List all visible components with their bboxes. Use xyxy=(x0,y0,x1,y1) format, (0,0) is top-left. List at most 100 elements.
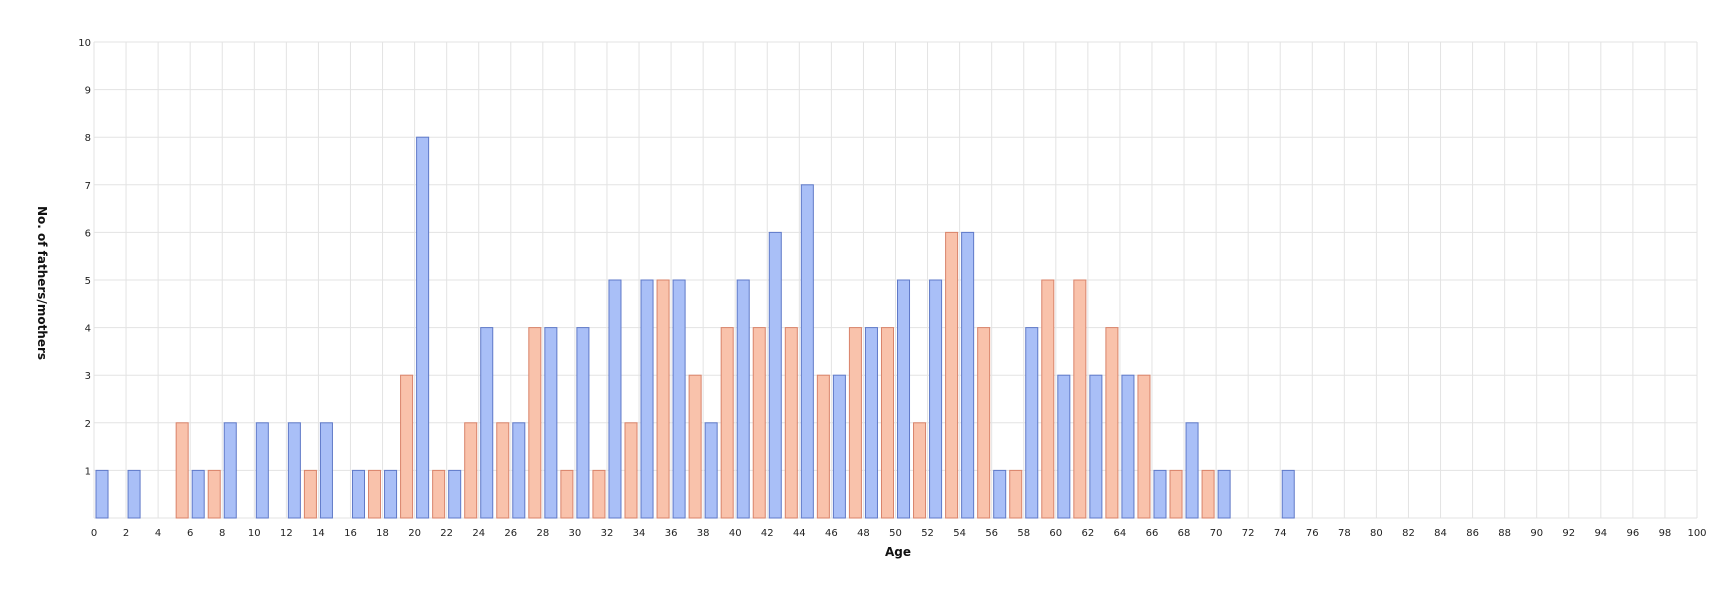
x-tick-label: 36 xyxy=(665,528,678,539)
x-tick-label: 8 xyxy=(219,528,225,539)
orange-bar xyxy=(432,469,446,519)
blue-bar xyxy=(1025,327,1039,519)
x-tick-label: 38 xyxy=(697,528,710,539)
x-tick-label: 94 xyxy=(1594,528,1607,539)
orange-bar xyxy=(528,327,542,519)
x-tick-label: 60 xyxy=(1049,528,1062,539)
orange-bar xyxy=(592,469,606,519)
orange-bar xyxy=(913,422,927,519)
x-tick-label: 74 xyxy=(1274,528,1287,539)
x-tick-label: 80 xyxy=(1370,528,1383,539)
x-tick-label: 44 xyxy=(793,528,806,539)
blue-bar xyxy=(287,422,301,519)
x-tick-label: 68 xyxy=(1178,528,1191,539)
x-tick-label: 4 xyxy=(155,528,161,539)
y-tick-label: 1 xyxy=(85,466,91,477)
orange-bar xyxy=(688,374,702,519)
blue-bar xyxy=(191,469,205,519)
blue-bar xyxy=(1153,469,1167,519)
y-tick-label: 6 xyxy=(85,228,91,239)
x-tick-label: 34 xyxy=(633,528,646,539)
x-tick-label: 46 xyxy=(825,528,838,539)
orange-bar xyxy=(1201,469,1215,519)
y-tick-label: 10 xyxy=(78,38,91,49)
blue-bar xyxy=(255,422,269,519)
orange-bar xyxy=(400,374,414,519)
x-tick-label: 58 xyxy=(1017,528,1030,539)
x-tick-label: 6 xyxy=(187,528,193,539)
orange-bar xyxy=(752,327,766,519)
orange-bar xyxy=(175,422,189,519)
blue-bar xyxy=(480,327,494,519)
y-tick-label: 5 xyxy=(85,276,91,287)
bars xyxy=(95,136,1295,519)
y-tick-label: 2 xyxy=(85,419,91,430)
x-tick-label: 2 xyxy=(123,528,129,539)
y-tick-label: 7 xyxy=(85,181,91,192)
x-tick-label: 30 xyxy=(569,528,582,539)
tick-labels: 0 2 4 6 8 10 12 14 16 18 20 22 24 26 28 30 32 34 36 38 40 42 4… xyxy=(78,38,1706,539)
blue-bar xyxy=(1281,469,1295,519)
x-tick-label: 22 xyxy=(440,528,453,539)
blue-bar xyxy=(800,184,814,519)
blue-bar xyxy=(512,422,526,519)
grid xyxy=(93,41,1698,519)
blue-bar xyxy=(929,279,943,519)
x-tick-label: 96 xyxy=(1627,528,1640,539)
x-tick-label: 40 xyxy=(729,528,742,539)
orange-bar xyxy=(464,422,478,519)
x-tick-label: 10 xyxy=(248,528,261,539)
blue-bar xyxy=(351,469,366,519)
blue-bar xyxy=(864,327,878,519)
x-tick-label: 48 xyxy=(857,528,870,539)
blue-bar xyxy=(1217,469,1231,519)
blue-bar xyxy=(993,469,1007,519)
x-tick-label: 50 xyxy=(889,528,902,539)
blue-bar xyxy=(768,231,782,519)
blue-bar xyxy=(416,136,430,519)
x-tick-label: 20 xyxy=(408,528,421,539)
x-tick-label: 52 xyxy=(921,528,934,539)
x-tick-label: 54 xyxy=(953,528,966,539)
orange-bar xyxy=(303,469,317,519)
orange-bar xyxy=(368,469,382,519)
blue-bar xyxy=(448,469,462,519)
orange-bar xyxy=(496,422,510,519)
x-tick-label: 70 xyxy=(1210,528,1223,539)
blue-bar xyxy=(223,422,237,519)
blue-bar xyxy=(127,469,141,519)
blue-bar xyxy=(1089,374,1103,519)
orange-bar xyxy=(1105,327,1119,519)
blue-bar xyxy=(1185,422,1199,519)
x-tick-label: 72 xyxy=(1242,528,1255,539)
orange-bar xyxy=(848,327,862,519)
orange-bar xyxy=(207,469,221,519)
orange-bar xyxy=(816,374,830,519)
x-axis-title: Age xyxy=(885,545,911,559)
orange-bar xyxy=(1169,469,1183,519)
blue-bar xyxy=(672,279,686,519)
y-tick-label: 9 xyxy=(85,86,91,97)
orange-bar xyxy=(560,469,574,519)
x-tick-label: 26 xyxy=(504,528,517,539)
x-tick-label: 98 xyxy=(1659,528,1672,539)
blue-bar xyxy=(736,279,750,519)
x-tick-label: 76 xyxy=(1306,528,1319,539)
orange-bar xyxy=(1137,374,1151,519)
blue-bar xyxy=(384,469,398,519)
blue-bar xyxy=(544,327,558,519)
x-tick-label: 18 xyxy=(376,528,389,539)
blue-bar xyxy=(961,231,975,519)
x-tick-label: 16 xyxy=(344,528,357,539)
blue-bar xyxy=(608,279,622,519)
orange-bar xyxy=(880,327,894,519)
blue-bar xyxy=(1121,374,1135,519)
blue-bar xyxy=(1057,374,1071,519)
y-tick-label: 4 xyxy=(85,324,91,335)
blue-bar xyxy=(704,422,718,519)
blue-bar xyxy=(640,279,654,519)
blue-bar xyxy=(319,422,333,519)
orange-bar xyxy=(624,422,638,519)
x-tick-label: 32 xyxy=(601,528,614,539)
